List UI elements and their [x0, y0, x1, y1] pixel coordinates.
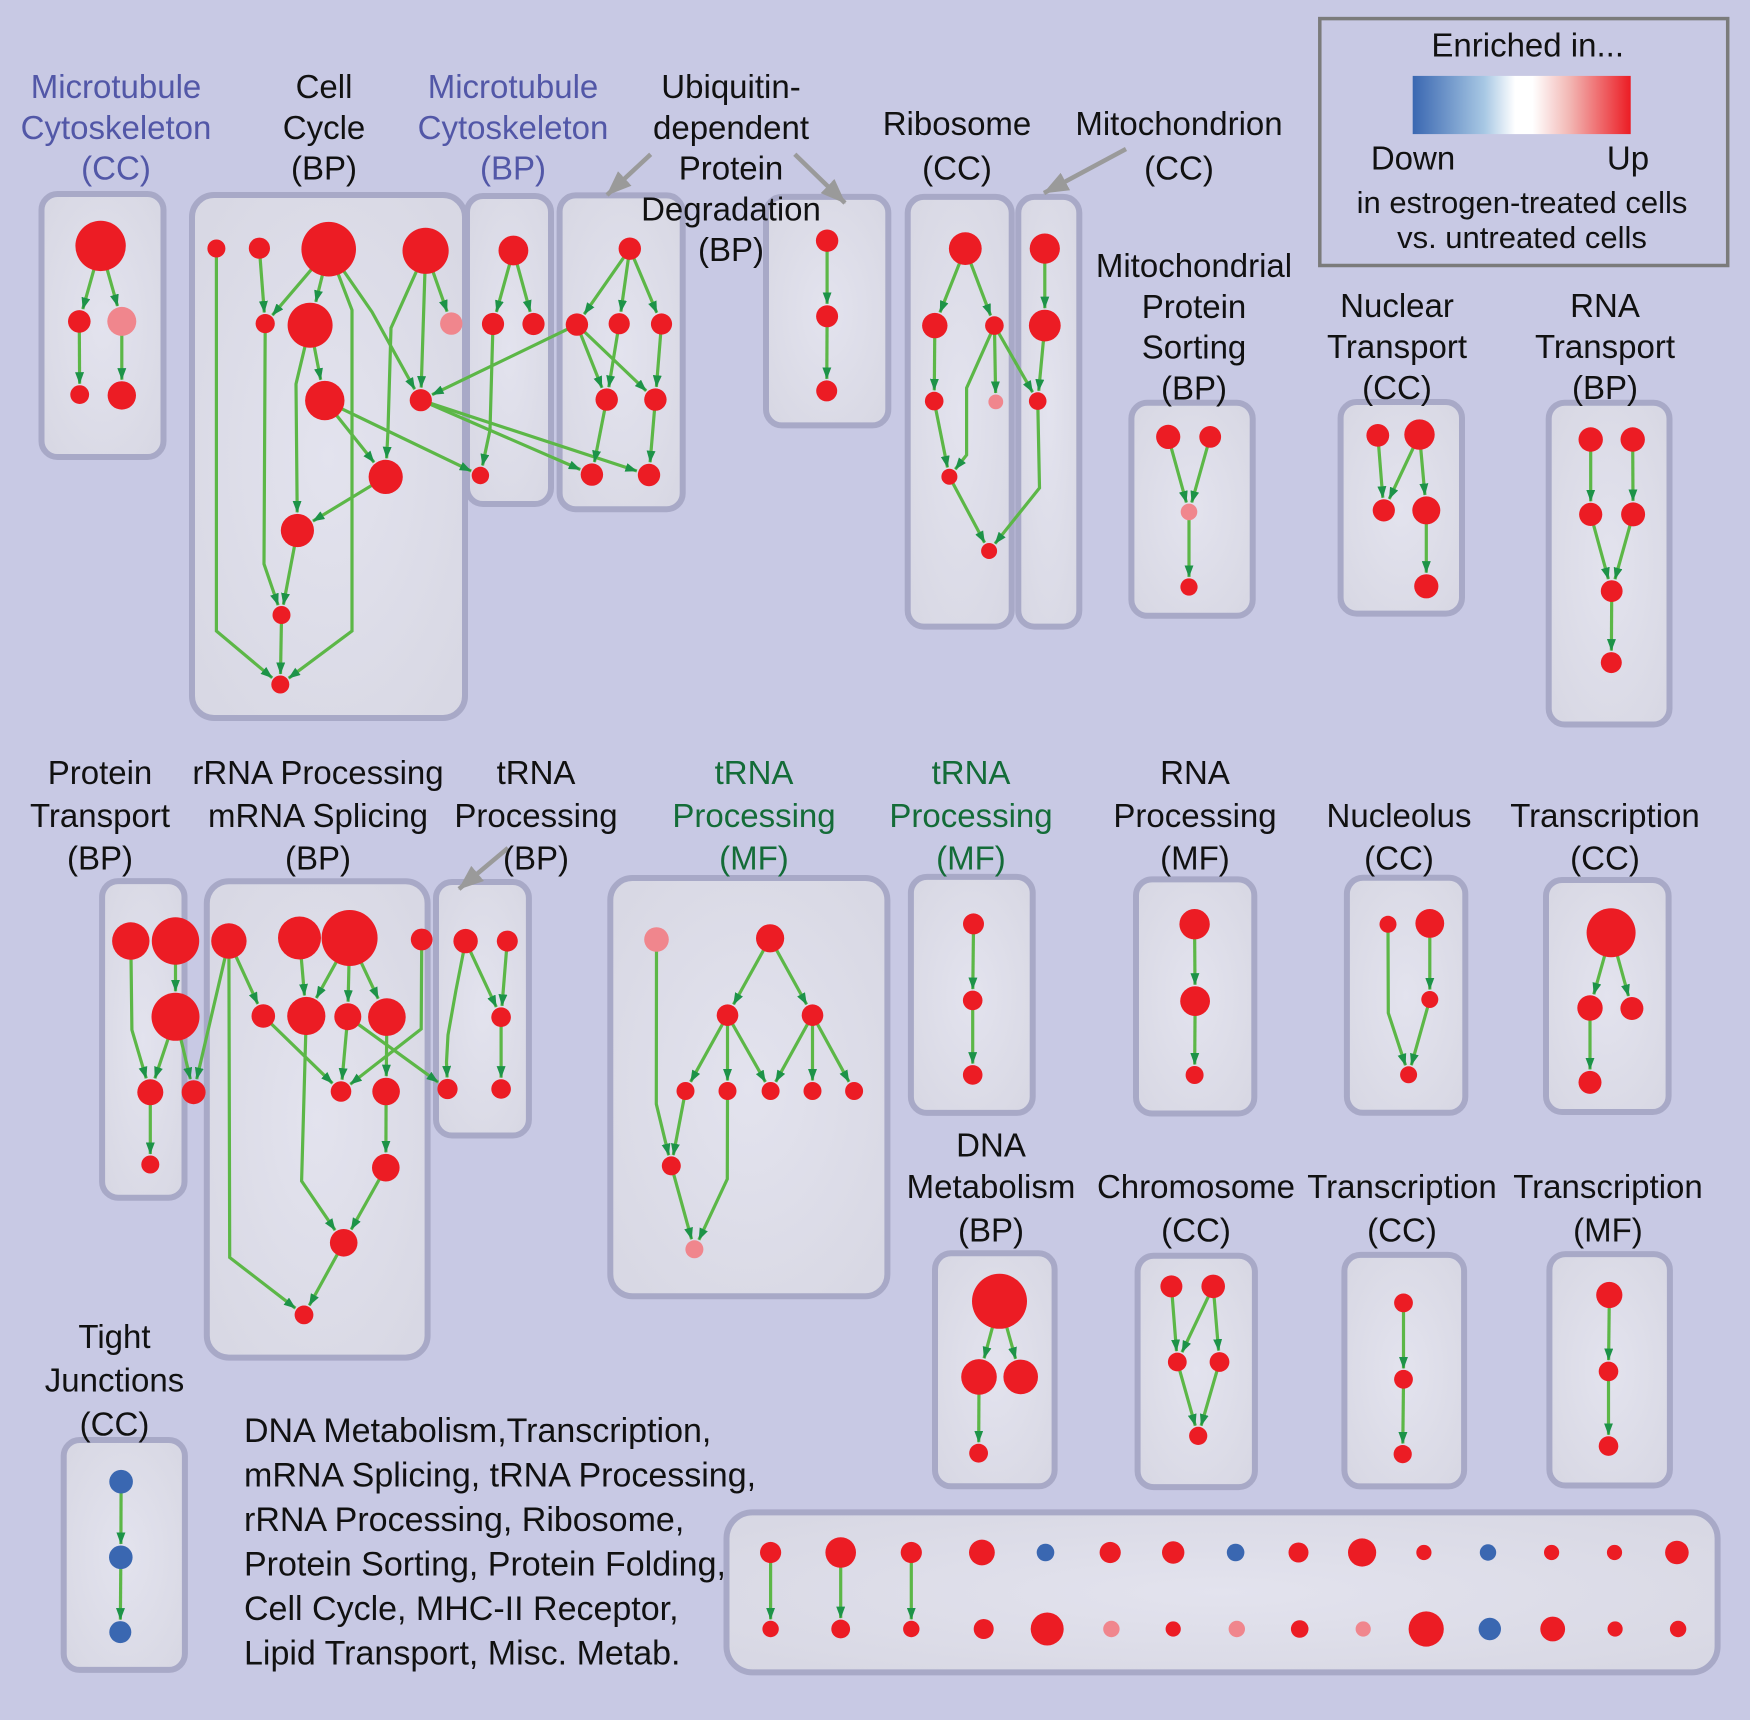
- svg-text:Transport: Transport: [30, 797, 170, 834]
- svg-text:(CC): (CC): [80, 1405, 150, 1442]
- svg-text:Down: Down: [1371, 140, 1455, 177]
- svg-text:(BP): (BP): [285, 840, 351, 877]
- svg-text:Processing: Processing: [672, 797, 835, 834]
- svg-text:Microtubule: Microtubule: [428, 68, 599, 105]
- svg-text:(BP): (BP): [958, 1212, 1024, 1249]
- svg-text:(MF): (MF): [1160, 840, 1230, 877]
- svg-text:rRNA Processing: rRNA Processing: [192, 754, 443, 791]
- svg-text:Transcription: Transcription: [1510, 797, 1700, 834]
- svg-text:DNA Metabolism,Transcription,: DNA Metabolism,Transcription,: [244, 1412, 711, 1450]
- svg-text:(BP): (BP): [291, 150, 357, 187]
- svg-text:Metabolism: Metabolism: [907, 1168, 1076, 1205]
- svg-text:(MF): (MF): [936, 840, 1006, 877]
- svg-text:RNA: RNA: [1570, 287, 1640, 324]
- svg-text:Transcription: Transcription: [1513, 1168, 1703, 1205]
- svg-text:dependent: dependent: [653, 109, 809, 146]
- svg-text:(CC): (CC): [922, 150, 992, 187]
- svg-text:(BP): (BP): [67, 840, 133, 877]
- svg-text:rRNA Processing, Ribosome,: rRNA Processing, Ribosome,: [244, 1501, 684, 1539]
- svg-text:Lipid Transport, Misc. Metab.: Lipid Transport, Misc. Metab.: [244, 1635, 681, 1673]
- svg-text:Protein Sorting, Protein Foldi: Protein Sorting, Protein Folding,: [244, 1546, 726, 1584]
- svg-text:Chromosome: Chromosome: [1097, 1168, 1295, 1205]
- svg-text:Up: Up: [1607, 140, 1649, 177]
- svg-text:tRNA: tRNA: [932, 754, 1011, 791]
- svg-text:Protein: Protein: [1142, 288, 1247, 325]
- svg-text:Cytoskeleton: Cytoskeleton: [21, 109, 212, 146]
- svg-text:(BP): (BP): [1161, 369, 1227, 406]
- svg-text:Tight: Tight: [78, 1318, 150, 1355]
- svg-text:tRNA: tRNA: [715, 754, 794, 791]
- svg-text:in estrogen-treated cells: in estrogen-treated cells: [1357, 185, 1688, 220]
- svg-text:Processing: Processing: [1113, 797, 1276, 834]
- svg-text:Enriched in...: Enriched in...: [1431, 26, 1624, 63]
- svg-text:Degradation: Degradation: [641, 190, 821, 227]
- svg-text:Transcription: Transcription: [1307, 1168, 1497, 1205]
- svg-text:Mitochondrial: Mitochondrial: [1096, 247, 1292, 284]
- svg-text:Nucleolus: Nucleolus: [1327, 797, 1472, 834]
- svg-text:(CC): (CC): [1364, 840, 1434, 877]
- svg-text:(CC): (CC): [1570, 840, 1640, 877]
- svg-text:Junctions: Junctions: [45, 1362, 184, 1399]
- svg-text:Transport: Transport: [1327, 328, 1467, 365]
- svg-text:Ubiquitin-: Ubiquitin-: [661, 68, 800, 105]
- svg-text:(CC): (CC): [1367, 1212, 1437, 1249]
- svg-text:(BP): (BP): [1572, 369, 1638, 406]
- svg-text:Ribosome: Ribosome: [883, 105, 1032, 142]
- svg-text:Processing: Processing: [889, 797, 1052, 834]
- svg-text:DNA: DNA: [956, 1127, 1026, 1164]
- svg-text:Cell Cycle, MHC-II Receptor,: Cell Cycle, MHC-II Receptor,: [244, 1590, 679, 1628]
- svg-text:(CC): (CC): [81, 150, 151, 187]
- svg-text:(BP): (BP): [503, 840, 569, 877]
- svg-text:(MF): (MF): [1573, 1212, 1643, 1249]
- svg-text:Cell: Cell: [296, 68, 353, 105]
- svg-text:Sorting: Sorting: [1142, 329, 1247, 366]
- svg-text:Transport: Transport: [1535, 328, 1675, 365]
- svg-text:Mitochondrion: Mitochondrion: [1075, 105, 1282, 142]
- svg-text:(CC): (CC): [1362, 369, 1432, 406]
- svg-text:RNA: RNA: [1160, 754, 1230, 791]
- svg-text:Microtubule: Microtubule: [31, 68, 202, 105]
- svg-text:mRNA Splicing: mRNA Splicing: [208, 797, 428, 834]
- svg-text:(BP): (BP): [698, 231, 764, 268]
- svg-text:(CC): (CC): [1144, 150, 1214, 187]
- svg-text:(BP): (BP): [480, 150, 546, 187]
- svg-text:Cycle: Cycle: [283, 109, 366, 146]
- svg-text:Protein: Protein: [679, 150, 784, 187]
- svg-text:mRNA Splicing, tRNA Processing: mRNA Splicing, tRNA Processing,: [244, 1457, 756, 1495]
- svg-text:(CC): (CC): [1161, 1212, 1231, 1249]
- svg-text:tRNA: tRNA: [497, 754, 576, 791]
- svg-text:Nuclear: Nuclear: [1340, 287, 1454, 324]
- svg-text:vs. untreated cells: vs. untreated cells: [1397, 220, 1647, 255]
- svg-text:(MF): (MF): [719, 840, 789, 877]
- svg-text:Processing: Processing: [454, 797, 617, 834]
- svg-text:Protein: Protein: [48, 754, 153, 791]
- svg-text:Cytoskeleton: Cytoskeleton: [418, 109, 609, 146]
